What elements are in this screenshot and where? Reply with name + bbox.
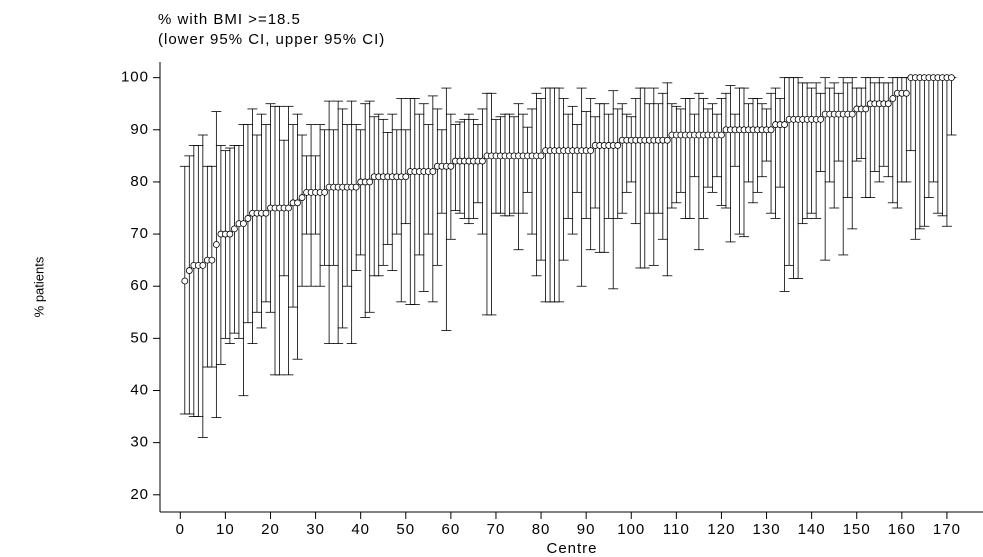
estimate-point [212, 241, 220, 248]
x-tick-label: 70 [487, 521, 506, 538]
estimate-point [663, 136, 671, 144]
chart-subtitle: (lower 95% CI, upper 95% CI) [158, 31, 385, 48]
x-tick-label: 10 [216, 521, 235, 538]
estimate-point [244, 215, 252, 222]
x-tick-label: 80 [532, 521, 551, 538]
y-tick-label: 70 [130, 225, 149, 242]
x-tick-label: 40 [351, 521, 370, 538]
x-tick-label: 160 [888, 521, 916, 538]
estimate-point [767, 126, 775, 134]
y-tick-label: 60 [130, 277, 149, 294]
estimate-point [884, 100, 892, 108]
estimate-point [199, 261, 207, 269]
estimate-point [298, 194, 306, 201]
y-tick-label: 30 [130, 434, 149, 451]
estimate-point [262, 209, 270, 217]
x-tick-label: 90 [577, 521, 596, 538]
x-tick-label: 60 [442, 521, 461, 538]
estimate-point [848, 110, 856, 118]
estimate-point [614, 142, 622, 149]
estimate-point [447, 162, 455, 170]
estimate-point [231, 225, 238, 233]
x-tick-label: 140 [798, 521, 826, 538]
y-axis-label: % patients [31, 256, 46, 317]
x-tick-label: 20 [261, 521, 280, 538]
estimate-point [479, 157, 486, 165]
x-tick-label: 150 [843, 521, 871, 538]
y-tick-label: 50 [130, 329, 149, 346]
x-tick-label: 130 [753, 521, 781, 538]
estimate-point [781, 121, 788, 128]
estimate-point [817, 115, 825, 123]
estimate-point [948, 74, 955, 82]
estimate-point [429, 168, 437, 175]
chart-title: % with BMI >=18.5 [158, 11, 301, 28]
estimate-point [902, 89, 910, 97]
estimate-point [402, 173, 410, 181]
x-tick-label: 170 [933, 521, 961, 538]
estimate-point [185, 267, 193, 274]
estimate-point [294, 199, 301, 207]
estimate-point [321, 188, 329, 196]
estimate-point [366, 178, 374, 186]
x-axis-label: Centre [546, 540, 597, 557]
y-tick-label: 80 [130, 173, 149, 190]
y-tick-label: 40 [130, 381, 149, 398]
x-tick-label: 0 [176, 521, 185, 538]
estimate-point [208, 256, 216, 264]
estimate-point [862, 105, 870, 113]
x-tick-label: 50 [396, 521, 415, 538]
estimate-point [587, 147, 595, 155]
estimate-point [181, 277, 189, 285]
estimate-point [889, 95, 897, 102]
estimate-point [352, 183, 360, 191]
estimate-point [537, 152, 545, 160]
y-tick-label: 90 [130, 121, 149, 138]
x-tick-label: 110 [663, 521, 690, 538]
estimate-point [285, 204, 292, 212]
estimate-point [718, 131, 725, 139]
x-tick-label: 100 [617, 521, 645, 538]
y-tick-label: 20 [130, 486, 149, 503]
x-tick-label: 30 [306, 521, 325, 538]
x-tick-label: 120 [707, 521, 735, 538]
estimate-point [240, 220, 247, 228]
estimate-point [226, 230, 234, 238]
y-tick-label: 100 [121, 69, 149, 86]
